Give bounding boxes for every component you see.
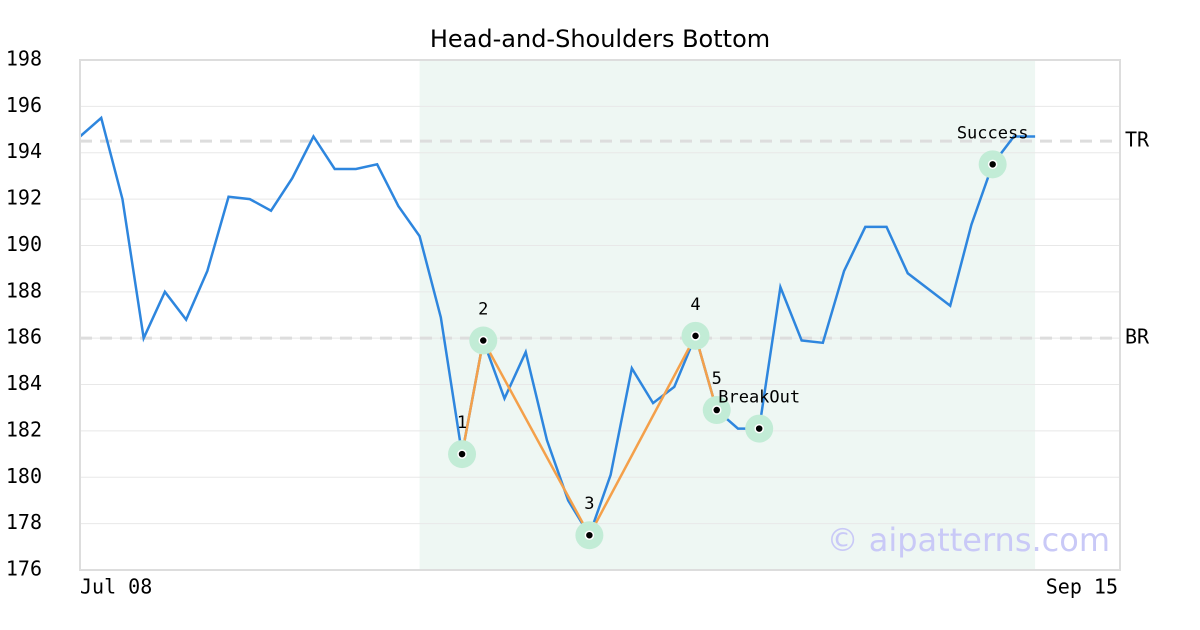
y-tick-label: 196 [6,93,42,117]
point-label: 5 [712,369,722,389]
point-label: 2 [478,300,488,320]
chart-title: Head-and-Shoulders Bottom [430,25,770,53]
highlight-region [419,60,1036,570]
point-dot [478,335,489,346]
x-tick-label: Jul 08 [80,575,152,599]
point-dot [711,405,722,415]
pattern-segment [588,335,697,536]
pattern-segment [460,340,485,455]
point-label: 4 [690,295,700,315]
reference-label: BR [1125,325,1150,349]
y-tick-label: 192 [6,186,42,210]
point-dot [987,159,998,170]
y-tick-label: 194 [6,139,42,163]
reference-label: TR [1125,128,1150,152]
point-dot [690,331,701,341]
y-tick-label: 182 [6,417,42,441]
point-label: 3 [584,494,594,514]
y-tick-label: 186 [6,325,42,349]
plot-frame [79,59,1121,571]
point-label: BreakOut [718,388,800,408]
y-tick-label: 190 [6,232,42,256]
pattern-segment [482,339,591,536]
y-tick-label: 198 [6,47,42,71]
price-line [79,115,1036,539]
point-label: 1 [457,413,467,433]
point-dot [754,423,764,434]
y-tick-label: 176 [6,557,42,581]
y-tick-label: 178 [6,510,42,534]
x-tick-label: Sep 15 [1046,575,1118,599]
watermark: © aipatterns.com [827,521,1110,559]
y-tick-label: 180 [6,464,42,488]
point-label: Success [957,123,1029,143]
y-tick-label: 188 [6,278,42,302]
point-dot [584,530,595,540]
y-tick-label: 184 [6,371,42,395]
point-dot [457,449,467,459]
